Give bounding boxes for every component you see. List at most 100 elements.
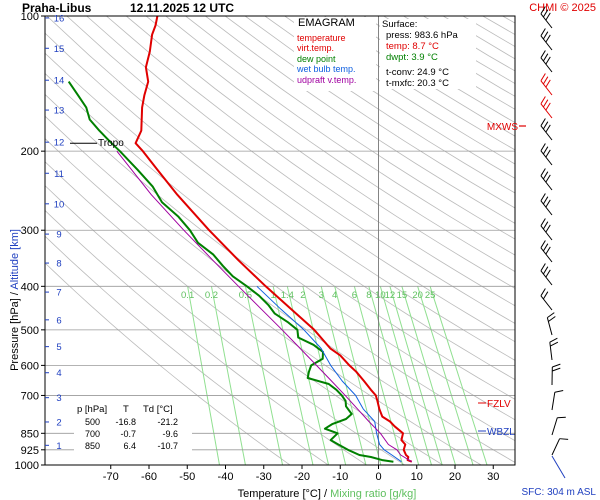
legend-title: EMAGRAM <box>298 17 355 29</box>
table-header-td: Td [°C] <box>143 404 173 415</box>
pressure-tick-label: 500 <box>21 325 39 337</box>
series-wet-bulb-temp- <box>256 285 402 463</box>
x-tick-label: 20 <box>449 471 461 483</box>
wind-barb <box>540 240 553 263</box>
mixing-ratio-line <box>244 286 284 465</box>
altitude-tick-label: 3 <box>56 393 61 404</box>
surface-temp: temp: 8.7 °C <box>386 41 439 52</box>
mixing-ratio-line <box>302 286 347 465</box>
mixing-ratio-label: 15 <box>397 290 408 301</box>
dry-adiabat <box>86 16 515 324</box>
mixing-ratio-line <box>379 286 432 465</box>
wbzl-label: WBZL <box>487 427 515 438</box>
mixing-ratio-label: 1 <box>271 290 276 301</box>
mixing-ratio-label: 8 <box>366 290 371 301</box>
surface-tmxfc: t-mxfc: 20.3 °C <box>386 78 449 89</box>
mxws-label: MXWS <box>487 122 518 133</box>
legend-item: virt.temp. <box>297 43 335 53</box>
x-tick-label: -20 <box>294 471 310 483</box>
legend-item: dew point <box>297 53 336 64</box>
wind-barb <box>540 288 553 311</box>
table-cell: -21.2 <box>157 417 178 427</box>
levels-table: p [hPa] T Td [°C] 500 -16.8 -21.2 700 -0… <box>74 404 192 460</box>
x-tick-label: -60 <box>141 471 157 483</box>
dry-adiabat <box>66 16 515 343</box>
mixing-ratio-line <box>401 286 456 465</box>
mixing-ratio-line <box>417 286 474 465</box>
fzlv-label: FZLV <box>487 399 511 410</box>
altitude-tick-label: 13 <box>54 106 65 117</box>
dry-adiabat <box>224 16 515 209</box>
table-cell: 850 <box>84 441 100 451</box>
mixing-ratio-label: 10 <box>375 290 386 301</box>
x-tick-label: -10 <box>332 471 348 483</box>
altitude-tick-label: 2 <box>56 417 61 428</box>
y-axis-label: Pressure [hPa] / Altitude [km] <box>9 229 21 371</box>
table-cell: -16.8 <box>115 417 136 427</box>
wind-barb <box>549 337 559 361</box>
dry-adiabat <box>482 16 515 36</box>
wind-barb <box>540 118 553 141</box>
pressure-tick-label: 700 <box>21 390 39 402</box>
mixing-ratio-line <box>210 286 246 465</box>
sounding-datetime: 12.11.2025 12 UTC <box>130 1 234 15</box>
x-tick-label: -30 <box>256 471 272 483</box>
x-tick-label: 0 <box>375 471 381 483</box>
altitude-tick-label: 11 <box>54 169 64 180</box>
wind-barb <box>551 416 566 436</box>
dry-adiabat <box>185 16 515 240</box>
wind-barb <box>540 96 553 119</box>
table-cell: -9.6 <box>162 429 178 439</box>
mixing-ratio-line <box>187 286 220 465</box>
dry-adiabat <box>45 32 515 381</box>
mixing-ratio-label: 2 <box>300 290 305 301</box>
mixing-ratio-label: 0.5 <box>239 290 252 301</box>
pressure-tick-label: 200 <box>21 146 39 158</box>
dry-adiabat <box>502 16 515 24</box>
surface-tconv: t-conv: 24.9 °C <box>386 67 449 78</box>
table-cell: 700 <box>84 429 100 439</box>
x-axis-label: Temperature [°C] / Mixing ratio [g/kg] <box>238 488 417 500</box>
x-tick-label: 10 <box>411 471 423 483</box>
dry-adiabat <box>205 16 515 224</box>
mixing-ratio-label: 0.1 <box>181 290 194 301</box>
x-tick-label: -40 <box>218 471 234 483</box>
mixing-ratio-line <box>320 286 367 465</box>
pressure-tick-label: 1000 <box>15 460 39 472</box>
wind-barb <box>540 193 553 216</box>
wind-barb <box>546 312 556 336</box>
altitude-tick-label: 10 <box>54 199 65 210</box>
pressure-tick-label: 850 <box>21 428 39 440</box>
table-cell: 500 <box>84 417 100 427</box>
mixing-ratio-label: 12 <box>385 290 396 301</box>
table-cell: 6.4 <box>123 441 136 451</box>
altitude-tick-label: 16 <box>54 13 65 24</box>
altitude-tick-label: 15 <box>54 44 65 55</box>
dry-adiabat <box>45 235 329 465</box>
wind-barb <box>540 73 553 96</box>
mixing-ratio-line <box>368 286 420 465</box>
surface-dwpt: dwpt: 3.9 °C <box>386 52 438 63</box>
wind-barb <box>540 28 553 51</box>
mixing-ratio-label: 3 <box>319 290 324 301</box>
wind-barb <box>540 168 553 191</box>
pressure-tick-label: 925 <box>21 445 39 457</box>
pressure-tick-label: 100 <box>21 11 39 23</box>
wind-barb <box>551 438 569 456</box>
pressure-tick-label: 600 <box>21 360 39 372</box>
series-temperature <box>134 16 413 463</box>
dry-adiabat <box>522 16 600 465</box>
x-tick-label: -50 <box>179 471 195 483</box>
altitude-tick-label: 6 <box>56 315 61 326</box>
table-cell: -10.7 <box>157 441 178 451</box>
altitude-tick-label: 12 <box>54 138 65 149</box>
dry-adiabat <box>106 16 515 307</box>
altitude-tick-label: 14 <box>54 76 65 87</box>
altitude-tick-label: 5 <box>56 342 61 353</box>
x-tick-label: -70 <box>103 471 119 483</box>
mixing-ratio-label: 1.4 <box>281 290 294 301</box>
pressure-tick-label: 400 <box>21 281 39 293</box>
altitude-tick-label: 7 <box>56 288 61 299</box>
legend-item: udpraft v.temp. <box>297 74 357 85</box>
